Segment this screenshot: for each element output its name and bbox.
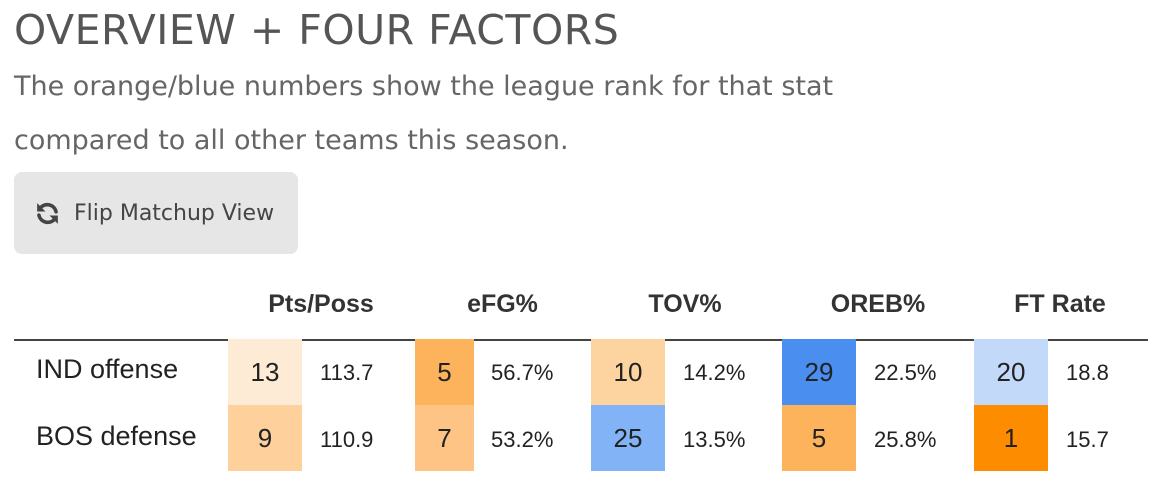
column-header-oreb: OREB%	[830, 290, 926, 318]
value-cell: 22.5%	[874, 360, 937, 385]
rank-cell: 1	[974, 405, 1048, 471]
rank-cell: 9	[228, 405, 302, 471]
value-cell: 25.8%	[874, 427, 937, 452]
rank-cell: 5	[782, 405, 856, 471]
page-title: OVERVIEW + FOUR FACTORS	[14, 6, 620, 54]
column-header-tov: TOV%	[648, 290, 722, 318]
rank-cell: 25	[591, 405, 665, 471]
rank-cell: 7	[415, 405, 474, 471]
value-cell: 13.5%	[683, 427, 746, 452]
rank-cell: 5	[415, 339, 474, 405]
page-subtitle: The orange/blue numbers show the league …	[14, 71, 834, 156]
flip-matchup-label: Flip Matchup View	[74, 200, 275, 226]
value-cell: 56.7%	[491, 360, 554, 385]
rank-cell: 10	[591, 339, 665, 405]
column-header-ft-rate: FT Rate	[1014, 290, 1106, 318]
rank-cell: 13	[228, 339, 302, 405]
value-cell: 15.7	[1066, 427, 1109, 452]
row-label: BOS defense	[36, 421, 197, 451]
value-cell: 18.8	[1066, 360, 1109, 385]
value-cell: 53.2%	[491, 427, 554, 452]
refresh-icon	[37, 202, 58, 224]
value-cell: 110.9	[320, 427, 374, 452]
rank-cell: 29	[782, 339, 856, 405]
flip-matchup-button[interactable]: Flip Matchup View	[14, 172, 298, 254]
header-divider	[14, 339, 1148, 341]
value-cell: 113.7	[320, 360, 374, 385]
column-header-pts-poss: Pts/Poss	[268, 290, 374, 318]
value-cell: 14.2%	[683, 360, 746, 385]
rank-cell: 20	[974, 339, 1048, 405]
row-label: IND offense	[36, 354, 179, 384]
column-header-efg: eFG%	[467, 290, 538, 318]
